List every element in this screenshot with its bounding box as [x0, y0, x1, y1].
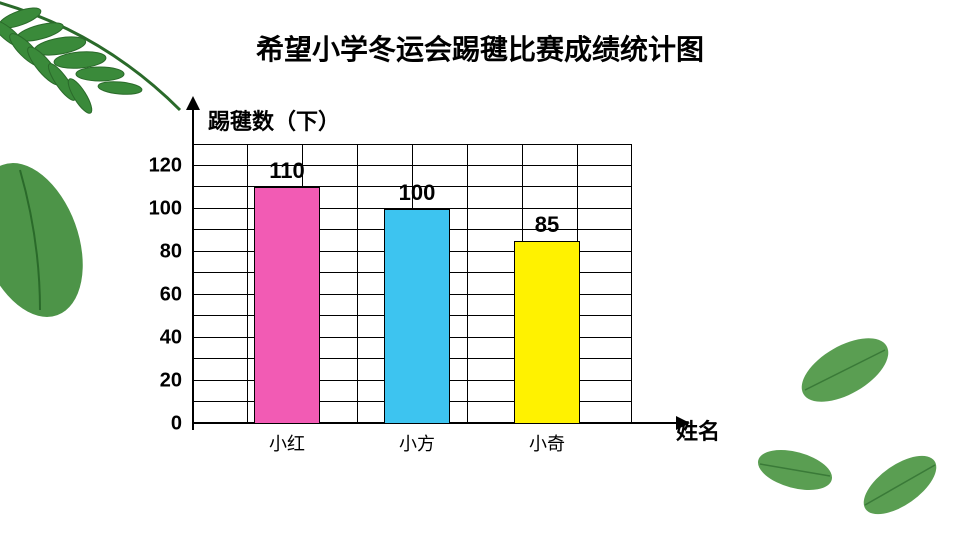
- y-tick-label: 40: [132, 326, 182, 349]
- y-tick-label: 0: [132, 413, 182, 436]
- bar-value-label: 85: [535, 212, 559, 238]
- y-tick-label: 60: [132, 283, 182, 306]
- bar-chart: 踢毽数（下） 姓名 11010085 020406080100120 小红小方小…: [120, 110, 640, 470]
- y-tick-label: 20: [132, 369, 182, 392]
- vgridline: [357, 145, 358, 424]
- vgridline: [467, 145, 468, 424]
- y-tick-label: 120: [132, 154, 182, 177]
- leaf-right-3-icon: [850, 450, 950, 520]
- leaf-right-1-icon: [790, 330, 900, 410]
- bar-value-label: 100: [399, 180, 436, 206]
- y-tick-label: 100: [132, 197, 182, 220]
- y-tick-label: 80: [132, 240, 182, 263]
- bar: 85: [514, 241, 580, 424]
- category-label: 小红: [269, 430, 305, 456]
- bar: 110: [254, 187, 320, 424]
- x-axis-label: 姓名: [676, 414, 720, 446]
- bar: 100: [384, 209, 450, 424]
- bar-value-label: 110: [269, 158, 305, 184]
- y-axis-label: 踢毽数（下）: [208, 104, 340, 136]
- leaf-right-2-icon: [750, 440, 840, 500]
- category-label: 小方: [399, 430, 435, 456]
- leaf-left-icon: [0, 150, 110, 330]
- chart-title: 希望小学冬运会踢毽比赛成绩统计图: [0, 28, 960, 68]
- vgridline: [247, 145, 248, 424]
- category-label: 小奇: [529, 430, 565, 456]
